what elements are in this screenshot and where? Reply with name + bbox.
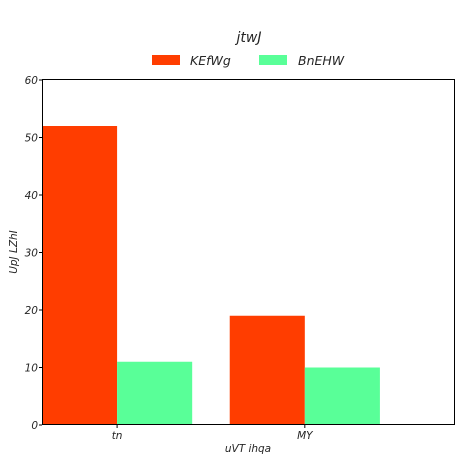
y-tick-label: 20: [25, 305, 39, 317]
y-tick-label: 50: [25, 133, 39, 145]
y-tick-label: 10: [25, 363, 39, 375]
x-tick-label: MY: [297, 430, 314, 442]
legend-label-series-2: BnEHW: [298, 53, 345, 68]
x-axis-ticks: tn MY: [112, 425, 314, 442]
legend: KEfWg BnEHW: [152, 53, 345, 68]
bar-MY-series-1: [229, 315, 305, 425]
y-axis-ticks: 0 10 20 30 40 50 60: [25, 75, 42, 432]
y-tick-label: 30: [25, 248, 39, 260]
y-tick-label: 40: [25, 190, 39, 202]
bars-group: [42, 126, 380, 425]
bar-tn-series-2: [117, 361, 193, 425]
x-axis-label: uVT ihqa: [225, 443, 271, 455]
y-tick-label: 0: [31, 420, 38, 432]
chart-title: jtwJ: [235, 30, 262, 46]
y-axis-label: UpJ LZhI: [8, 230, 20, 274]
legend-swatch-series-2: [259, 55, 287, 65]
legend-swatch-series-1: [152, 55, 180, 65]
x-tick-label: tn: [112, 430, 123, 442]
plot-frame: [42, 79, 455, 425]
bar-MY-series-2: [304, 367, 380, 425]
y-tick-label: 60: [25, 75, 39, 87]
bar-tn-series-1: [42, 126, 118, 425]
legend-label-series-1: KEfWg: [190, 53, 231, 68]
